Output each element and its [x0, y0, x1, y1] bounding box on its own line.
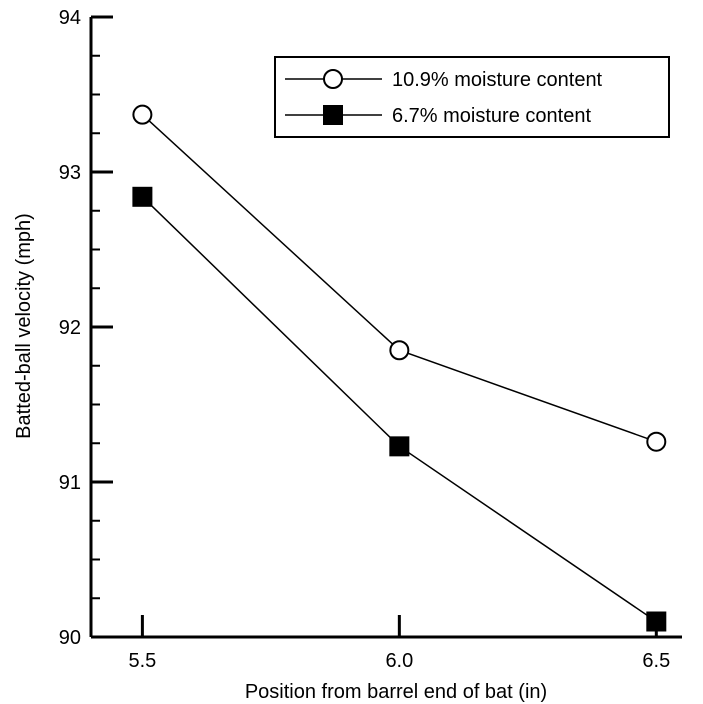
legend-item-6-7: 6.7% moisture content — [285, 105, 591, 127]
x-tick-label: 6.5 — [642, 650, 670, 672]
legend-label: 10.9% moisture content — [392, 69, 603, 91]
legend-label: 6.7% moisture content — [392, 105, 591, 127]
y-tick-label: 94 — [59, 7, 81, 29]
legend: 10.9% moisture content 6.7% moisture con… — [274, 56, 670, 138]
series-line — [141, 114, 657, 443]
y-axis-title: Batted-ball velocity (mph) — [13, 213, 35, 439]
y-ticks: 90 91 92 93 94 — [59, 7, 113, 649]
legend-marker-filled-square — [323, 105, 343, 125]
y-tick-label: 92 — [59, 317, 81, 339]
series-10-9-moisture — [132, 104, 667, 452]
y-tick-label: 90 — [59, 627, 81, 649]
x-tick-label: 5.5 — [128, 650, 156, 672]
data-point-circle — [132, 104, 153, 125]
legend-item-10-9: 10.9% moisture content — [285, 69, 603, 91]
series-line — [141, 196, 657, 623]
series-layer — [132, 104, 667, 632]
y-tick-label: 91 — [59, 472, 81, 494]
legend-marker-open-circle — [323, 69, 343, 89]
data-point-square — [132, 186, 153, 207]
y-tick-label: 93 — [59, 162, 81, 184]
data-point-square — [389, 436, 410, 457]
x-ticks: 5.5 6.0 6.5 — [128, 615, 670, 672]
data-point-square — [646, 611, 667, 632]
x-tick-label: 6.0 — [385, 650, 413, 672]
x-axis-title: Position from barrel end of bat (in) — [245, 681, 547, 703]
data-point-circle — [646, 431, 667, 452]
series-6-7-moisture — [132, 186, 667, 632]
data-point-circle — [389, 340, 410, 361]
